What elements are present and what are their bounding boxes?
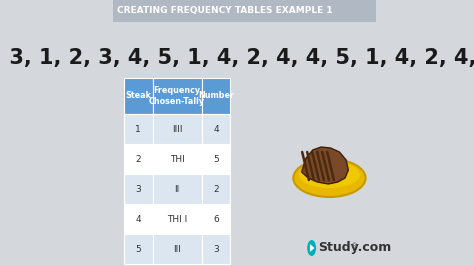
Text: THl: THl bbox=[170, 155, 184, 164]
FancyBboxPatch shape bbox=[124, 204, 153, 234]
Polygon shape bbox=[301, 147, 348, 184]
Text: III: III bbox=[173, 244, 181, 253]
FancyBboxPatch shape bbox=[201, 174, 230, 204]
Text: CREATING FREQUENCY TABLES EXAMPLE 1: CREATING FREQUENCY TABLES EXAMPLE 1 bbox=[117, 6, 333, 15]
FancyBboxPatch shape bbox=[153, 144, 201, 174]
Text: 1: 1 bbox=[135, 124, 141, 134]
FancyBboxPatch shape bbox=[153, 78, 201, 114]
Text: Study.com: Study.com bbox=[319, 242, 392, 255]
FancyBboxPatch shape bbox=[124, 234, 153, 264]
FancyBboxPatch shape bbox=[153, 174, 201, 204]
Text: 4: 4 bbox=[135, 214, 141, 223]
Text: THl I: THl I bbox=[167, 214, 187, 223]
Ellipse shape bbox=[293, 159, 365, 197]
Text: 1, 5, 3, 1, 2, 3, 4, 5, 1, 4, 2, 4, 4, 5, 1, 4, 2, 4, 2, 2: 1, 5, 3, 1, 2, 3, 4, 5, 1, 4, 2, 4, 4, 5… bbox=[0, 48, 474, 68]
FancyBboxPatch shape bbox=[201, 234, 230, 264]
Text: 3: 3 bbox=[135, 185, 141, 193]
Text: Frequency
Chosen-Tally: Frequency Chosen-Tally bbox=[149, 86, 205, 106]
FancyBboxPatch shape bbox=[201, 78, 230, 114]
FancyBboxPatch shape bbox=[153, 204, 201, 234]
FancyBboxPatch shape bbox=[124, 114, 153, 144]
Text: 5: 5 bbox=[135, 244, 141, 253]
Text: 5: 5 bbox=[213, 155, 219, 164]
Text: 2: 2 bbox=[135, 155, 141, 164]
Ellipse shape bbox=[299, 162, 360, 188]
FancyBboxPatch shape bbox=[153, 114, 201, 144]
FancyBboxPatch shape bbox=[124, 174, 153, 204]
Text: ®: ® bbox=[351, 243, 358, 249]
Polygon shape bbox=[310, 244, 314, 252]
FancyBboxPatch shape bbox=[124, 144, 153, 174]
FancyBboxPatch shape bbox=[153, 234, 201, 264]
Text: Number: Number bbox=[198, 92, 234, 101]
FancyBboxPatch shape bbox=[112, 0, 376, 22]
FancyBboxPatch shape bbox=[201, 144, 230, 174]
Text: Steak: Steak bbox=[125, 92, 151, 101]
Text: 3: 3 bbox=[213, 244, 219, 253]
Text: IIII: IIII bbox=[172, 124, 182, 134]
Text: 4: 4 bbox=[213, 124, 219, 134]
Text: 2: 2 bbox=[213, 185, 219, 193]
Text: II: II bbox=[174, 185, 180, 193]
Circle shape bbox=[307, 240, 316, 256]
FancyBboxPatch shape bbox=[124, 78, 153, 114]
FancyBboxPatch shape bbox=[201, 204, 230, 234]
FancyBboxPatch shape bbox=[201, 114, 230, 144]
Text: 6: 6 bbox=[213, 214, 219, 223]
